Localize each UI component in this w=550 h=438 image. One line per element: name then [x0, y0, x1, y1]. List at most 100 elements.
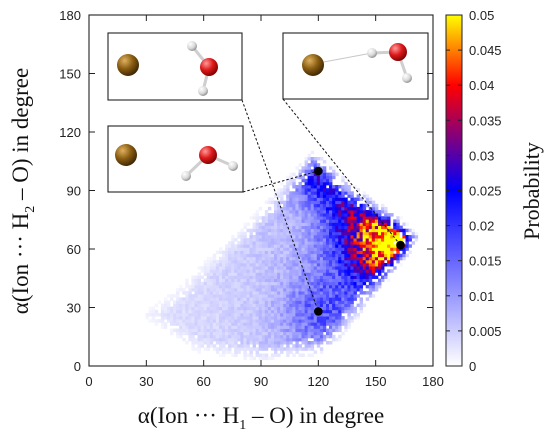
heatmap-cell: [286, 238, 290, 242]
y-tick-label: 0: [74, 359, 81, 374]
heatmap-cell: [396, 231, 400, 236]
heatmap-cell: [326, 331, 330, 336]
heatmap-cell: [283, 235, 287, 239]
heatmap-cell: [368, 219, 373, 223]
heatmap-cell: [335, 306, 339, 311]
heatmap-cell: [304, 222, 309, 226]
heatmap-cell: [384, 272, 388, 276]
heatmap-cell: [332, 284, 336, 289]
heatmap-cell: [219, 303, 223, 308]
heatmap-cell: [246, 353, 250, 357]
heatmap-cell: [298, 269, 302, 273]
heatmap-cell: [347, 300, 351, 304]
heatmap-cell: [203, 297, 208, 301]
heatmap-cell: [307, 178, 312, 183]
colorbar-tick-label: 0.005: [469, 324, 502, 339]
heatmap-cell: [356, 272, 361, 276]
heatmap-cell: [301, 194, 305, 198]
heatmap-cell: [292, 238, 296, 242]
heatmap-cell: [231, 284, 235, 289]
heatmap-cell: [289, 291, 293, 295]
heatmap-cell: [176, 313, 180, 317]
heatmap-cell: [240, 281, 244, 286]
heatmap-cell: [332, 275, 336, 279]
heatmap-cell: [286, 319, 290, 323]
heatmap-cell: [301, 291, 305, 295]
heatmap-cell: [310, 219, 315, 223]
heatmap-cell: [341, 319, 345, 323]
heatmap-cell: [374, 203, 379, 208]
heatmap-cell: [295, 253, 299, 258]
heatmap-cell: [267, 306, 272, 311]
heatmap-cell: [197, 291, 202, 295]
heatmap-cell: [243, 313, 247, 317]
heatmap-cell: [310, 216, 315, 220]
heatmap-cell: [365, 210, 370, 214]
heatmap-cell: [228, 322, 232, 326]
heatmap-cell: [243, 284, 247, 289]
heatmap-cell: [228, 259, 232, 264]
heatmap-cell: [313, 294, 318, 298]
heatmap-cell: [231, 309, 235, 314]
heatmap-cell: [246, 331, 250, 336]
heatmap-cell: [252, 213, 257, 217]
heatmap-cell: [179, 306, 183, 311]
heatmap-cell: [365, 247, 370, 251]
heatmap-cell: [326, 272, 330, 276]
heatmap-cell: [240, 309, 244, 314]
heatmap-cell: [387, 241, 391, 245]
heatmap-cell: [286, 266, 290, 270]
heatmap-cell: [231, 306, 235, 311]
heatmap-cell: [304, 322, 309, 326]
heatmap-cell: [356, 197, 361, 201]
heatmap-cell: [246, 319, 250, 323]
heatmap-cell: [353, 203, 357, 208]
heatmap-cell: [402, 235, 406, 239]
heatmap-cell: [319, 222, 324, 226]
heatmap-cell: [209, 256, 214, 261]
heatmap-cell: [301, 303, 305, 308]
heatmap-cell: [286, 350, 290, 354]
heatmap-cell: [185, 294, 189, 298]
heatmap-cell: [255, 294, 260, 298]
heatmap-cell: [307, 238, 312, 242]
heatmap-cell: [185, 325, 189, 329]
heatmap-cell: [243, 337, 247, 342]
heatmap-cell: [292, 197, 296, 201]
heatmap-cell: [243, 344, 247, 348]
heatmap-cell: [368, 281, 373, 286]
heatmap-cell: [338, 266, 342, 270]
heatmap-cell: [286, 344, 290, 348]
heatmap-cell: [362, 281, 367, 286]
heatmap-cell: [298, 238, 302, 242]
heatmap-cell: [151, 316, 156, 320]
x-tick-label: 90: [254, 374, 268, 389]
heatmap-cell: [365, 219, 370, 223]
heatmap-cell: [179, 284, 183, 289]
heatmap-cell: [335, 316, 339, 320]
heatmap-cell: [270, 353, 275, 357]
heatmap-cell: [286, 334, 290, 339]
heatmap-cell: [277, 244, 281, 248]
heatmap-cell: [307, 281, 312, 286]
heatmap-cell: [378, 269, 382, 273]
heatmap-cell: [249, 281, 253, 286]
heatmap-cell: [283, 313, 287, 317]
heatmap-cell: [225, 259, 229, 264]
heatmap-cell: [329, 166, 333, 170]
heatmap-cell: [212, 297, 217, 301]
heatmap-cell: [246, 263, 250, 267]
heatmap-cell: [191, 341, 195, 345]
heatmap-cell: [258, 297, 263, 301]
heatmap-cell: [219, 250, 223, 255]
heatmap-cell: [310, 341, 315, 345]
heatmap-cell: [374, 241, 379, 245]
heatmap-cell: [378, 225, 382, 230]
heatmap-cell: [191, 347, 195, 351]
heatmap-cell: [353, 309, 357, 314]
heatmap-cell: [307, 225, 312, 230]
heatmap-cell: [316, 294, 321, 298]
heatmap-cell: [402, 228, 406, 233]
heatmap-cell: [310, 244, 315, 248]
heatmap-cell: [316, 175, 321, 180]
